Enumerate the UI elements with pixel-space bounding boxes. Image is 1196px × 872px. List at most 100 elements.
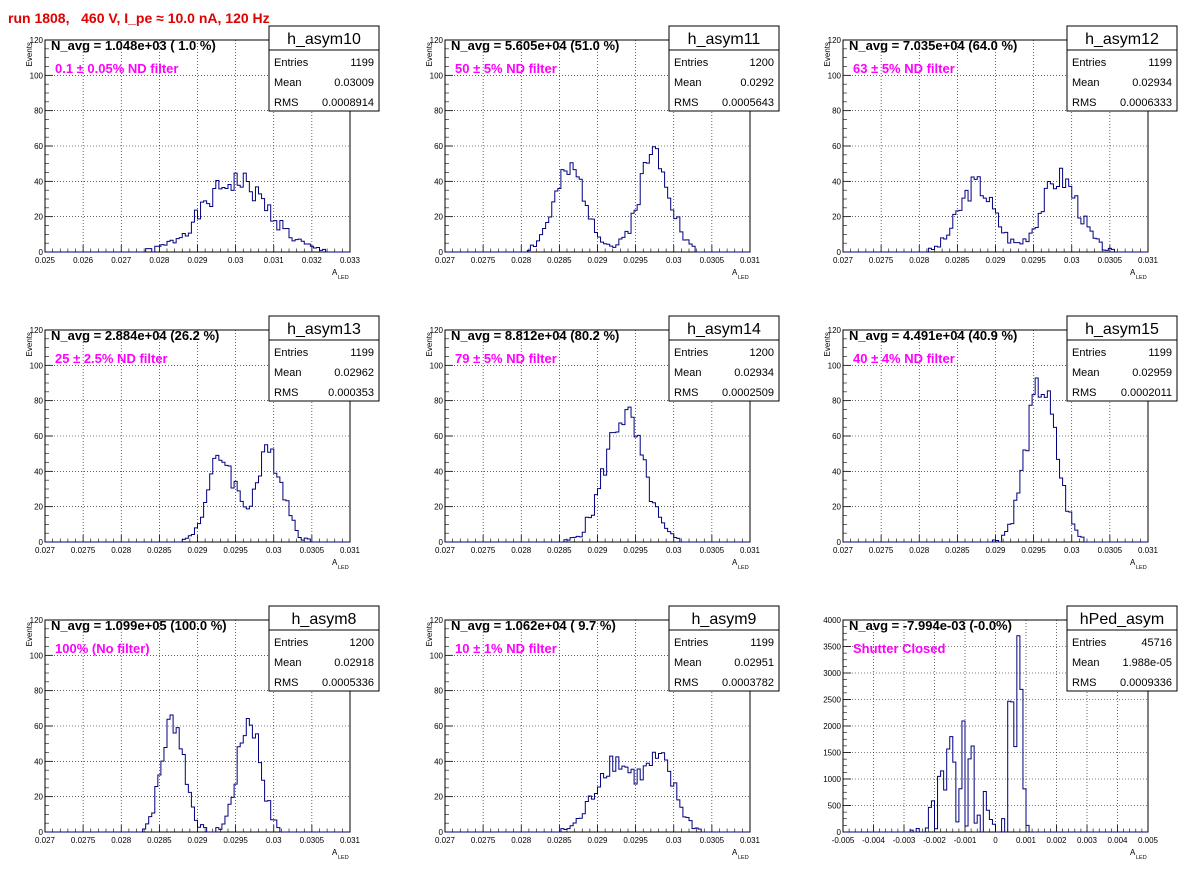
y-tick-label: 2500: [823, 696, 841, 705]
x-axis-label-sub: LED: [338, 565, 349, 571]
stats-title: h_asym15: [1085, 321, 1159, 338]
stats-value-rms: 0.000353: [328, 387, 374, 399]
x-tick-label: 0.0285: [147, 836, 172, 845]
stats-title: h_asym9: [692, 611, 757, 628]
y-tick-label: 500: [828, 802, 842, 811]
y-tick-label: 20: [34, 793, 43, 802]
stats-value-entries: 1200: [750, 57, 774, 69]
y-tick-label: 60: [832, 142, 841, 151]
histogram-line: [843, 377, 1148, 543]
x-axis-label: A: [1130, 848, 1136, 857]
y-tick-label: 2000: [823, 722, 841, 731]
x-axis-label: A: [332, 558, 338, 567]
stats-box: [1066, 629, 1178, 692]
y-tick-label: 120: [30, 326, 44, 335]
x-tick-label: 0.0305: [1098, 546, 1123, 555]
filter-label: 50 ± 5% ND filter: [455, 61, 557, 76]
y-tick-label: 40: [434, 467, 443, 476]
stats-value-entries: 1199: [350, 57, 374, 69]
filter-label: 25 ± 2.5% ND filter: [55, 351, 168, 366]
x-tick-label: 0.031: [1138, 256, 1159, 265]
stats-key-entries: Entries: [674, 637, 709, 649]
stats-value-mean: 0.03009: [334, 77, 374, 89]
stats-value-rms: 0.0002509: [722, 387, 774, 399]
stats-title-box: [668, 605, 780, 631]
n-avg-label: N_avg = 4.491e+04 (40.9 %): [849, 328, 1017, 343]
x-tick-label: 0.03: [666, 256, 682, 265]
x-tick-label: 0.0275: [869, 256, 894, 265]
y-tick-label: 120: [430, 616, 444, 625]
histogram-line: [445, 751, 750, 833]
y-tick-label: 100: [828, 71, 842, 80]
n-avg-label: N_avg = 8.812e+04 (80.2 %): [451, 328, 619, 343]
y-tick-label: 80: [434, 687, 443, 696]
x-tick-label: 0.031: [340, 836, 361, 845]
stats-key-entries: Entries: [274, 637, 309, 649]
stats-value-mean: 0.02918: [334, 657, 374, 669]
x-tick-label: 0.0295: [223, 836, 248, 845]
x-tick-label: 0.031: [264, 256, 285, 265]
x-tick-label: 0.03: [666, 546, 682, 555]
n-avg-label: N_avg = 1.048e+03 ( 1.0 %): [51, 38, 216, 53]
x-tick-label: 0.03: [266, 836, 282, 845]
y-tick-label: 80: [434, 397, 443, 406]
stats-box: [1066, 339, 1178, 402]
y-tick-label: 120: [430, 36, 444, 45]
histogram-line: [445, 146, 750, 253]
x-tick-label: 0.033: [340, 256, 361, 265]
x-tick-label: 0.031: [740, 546, 761, 555]
x-tick-label: 0.0305: [1098, 256, 1123, 265]
y-tick-label: 80: [434, 107, 443, 116]
stats-box: [1066, 49, 1178, 112]
y-tick-label: 0: [439, 248, 444, 257]
x-tick-label: -0.005: [832, 836, 855, 845]
filter-label: 100% (No filter): [55, 641, 150, 656]
histogram-panel-h_asym12: 0.027 0.0275 0.028 0.0285 0.029 0.0295 0.03 0.0…: [823, 25, 1178, 281]
stats-key-mean: Mean: [274, 77, 302, 89]
x-tick-label: 0.0285: [147, 546, 172, 555]
x-tick-label: 0.029: [587, 256, 608, 265]
stats-box: [668, 49, 780, 112]
x-tick-label: 0.03: [666, 836, 682, 845]
x-tick-label: 0.03: [266, 546, 282, 555]
x-tick-label: 0.0295: [1021, 256, 1046, 265]
histogram-panel-h_asym15: 0.027 0.0275 0.028 0.0285 0.029 0.0295 0.03 0.0…: [823, 315, 1178, 571]
y-tick-label: 120: [828, 326, 842, 335]
x-tick-label: 0.027: [35, 546, 56, 555]
stats-value-entries: 1199: [1148, 347, 1172, 359]
stats-key-entries: Entries: [674, 347, 709, 359]
y-tick-label: 0: [39, 538, 44, 547]
x-tick-label: 0.027: [435, 836, 456, 845]
x-tick-label: 0.026: [73, 256, 94, 265]
x-tick-label: -0.001: [954, 836, 977, 845]
y-tick-label: 80: [34, 397, 43, 406]
x-axis-label: A: [732, 848, 738, 857]
y-tick-label: 80: [832, 397, 841, 406]
y-tick-label: 0: [39, 828, 44, 837]
stats-title: h_asym11: [688, 31, 761, 48]
x-tick-label: 0.0285: [547, 836, 572, 845]
stats-key-rms: RMS: [1072, 387, 1096, 399]
x-tick-label: 0.005: [1138, 836, 1159, 845]
y-tick-label: 1500: [823, 749, 841, 758]
histogram-line: [45, 714, 350, 833]
x-tick-label: 0.025: [35, 256, 56, 265]
x-tick-label: 0.0285: [945, 546, 970, 555]
x-tick-label: 0.027: [111, 256, 132, 265]
stats-value-rms: 0.0003782: [722, 677, 774, 689]
stats-title: h_asym10: [287, 31, 361, 48]
stats-value-mean: 1.988e-05: [1122, 657, 1172, 669]
filter-label: 10 ± 1% ND filter: [455, 641, 557, 656]
y-tick-label: 0: [439, 828, 444, 837]
stats-key-rms: RMS: [674, 677, 698, 689]
stats-title-box: [1066, 25, 1178, 51]
x-tick-label: 0.0285: [547, 256, 572, 265]
stats-key-rms: RMS: [1072, 97, 1096, 109]
x-tick-label: 0.029: [187, 256, 208, 265]
stats-value-rms: 0.0005336: [322, 677, 374, 689]
stats-key-mean: Mean: [1072, 77, 1100, 89]
x-tick-label: 0.0275: [471, 256, 496, 265]
stats-box: [268, 339, 380, 402]
stats-value-entries: 1199: [350, 347, 374, 359]
x-tick-label: 0.027: [435, 256, 456, 265]
